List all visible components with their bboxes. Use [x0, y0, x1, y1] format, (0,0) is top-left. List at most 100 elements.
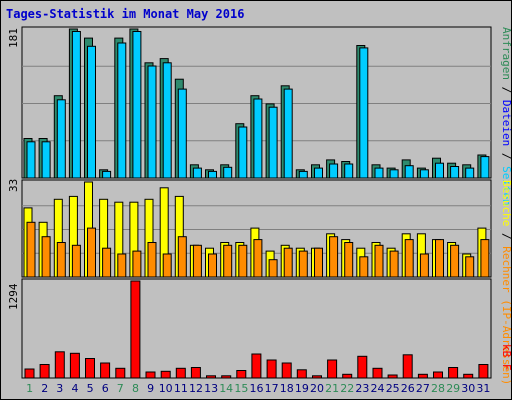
x-tick-day-2: 2	[41, 382, 48, 395]
bar-top-series1-day-4	[71, 31, 81, 179]
bar-middle-series1-day-26	[404, 239, 414, 278]
bar-middle-series1-day-1	[26, 221, 36, 278]
x-tick-day-31: 31	[476, 382, 490, 395]
bar-bottom-series0-day-10	[160, 370, 171, 379]
bar-middle-series1-day-19	[298, 250, 308, 278]
bar-middle-series1-day-18	[283, 247, 293, 278]
bar-middle-series1-day-7	[117, 253, 127, 278]
bar-top-series1-day-7	[117, 42, 127, 179]
bar-middle-series1-day-20	[314, 247, 323, 278]
bar-bottom-series0-day-3	[54, 351, 65, 379]
bar-top-series1-day-15	[238, 126, 248, 179]
x-tick-day-26: 26	[401, 382, 415, 395]
bar-top-series1-day-27	[419, 169, 429, 179]
x-tick-day-23: 23	[355, 382, 369, 395]
x-tick-day-16: 16	[250, 382, 264, 395]
right-label-part-0: Besuche	[500, 180, 512, 226]
bar-bottom-series0-day-14	[221, 375, 232, 379]
right-label-part-2: Dateien	[500, 100, 512, 146]
bar-bottom-series0-day-1	[24, 368, 35, 379]
middle-right-legend-label: Besuche / Rechner (IP-Adressen)	[500, 180, 512, 385]
bar-bottom-series0-day-5	[85, 358, 95, 379]
bar-middle-series1-day-29	[450, 244, 460, 278]
bar-bottom-series0-day-28	[433, 371, 443, 379]
bar-middle-series1-day-11	[177, 236, 187, 278]
bar-top-series1-day-12	[192, 167, 202, 179]
x-tick-day-25: 25	[386, 382, 400, 395]
bar-bottom-series0-day-15	[236, 370, 247, 379]
bar-top-series1-day-18	[283, 88, 293, 179]
bar-bottom-series0-day-2	[39, 364, 50, 379]
x-tick-day-4: 4	[72, 382, 79, 395]
bottom-right-legend-label: kB F	[500, 344, 512, 371]
bar-bottom-series0-day-26	[402, 354, 413, 379]
right-label-part-0: kB F	[500, 344, 512, 371]
bar-bottom-series0-day-9	[145, 371, 156, 379]
bar-bottom-series0-day-16	[251, 353, 262, 379]
x-tick-day-15: 15	[234, 382, 248, 395]
bar-bottom-series0-day-20	[312, 375, 322, 379]
bar-middle-series1-day-6	[102, 247, 112, 278]
top-right-legend-label: Anfragen / Dateien / Seiten	[500, 27, 512, 206]
bar-top-series1-day-29	[450, 166, 460, 179]
bar-middle-series1-day-16	[253, 239, 263, 278]
bottom-y-max-label: 1294	[7, 283, 20, 310]
bar-middle-series1-day-13	[208, 253, 217, 278]
bar-bottom-series0-day-22	[342, 373, 353, 379]
x-tick-day-21: 21	[325, 382, 339, 395]
bar-bottom-series0-day-6	[100, 362, 111, 379]
bar-top-series1-day-26	[404, 165, 414, 179]
bar-middle-series1-day-8	[132, 250, 142, 278]
x-axis-day-labels: 1 2 3 4 5 6 7 8 9 10 11 12 13 14 15 16 17 18 19 20 21 22 23 24 2…	[26, 382, 490, 395]
x-tick-day-10: 10	[159, 382, 173, 395]
x-tick-day-8: 8	[132, 382, 139, 395]
bar-middle-series1-day-5	[87, 227, 96, 278]
bar-middle-series1-day-2	[41, 236, 51, 278]
bar-top-series1-day-16	[253, 98, 263, 179]
x-tick-day-22: 22	[340, 382, 354, 395]
bar-top-series1-day-8	[132, 31, 142, 179]
bar-top-series1-day-10	[162, 62, 172, 179]
x-tick-day-28: 28	[431, 382, 445, 395]
right-label-part-4: Seiten	[500, 166, 512, 206]
bar-top-series1-day-22	[344, 163, 354, 179]
bar-bottom-series0-day-31	[478, 364, 489, 379]
bar-middle-series1-day-22	[344, 242, 354, 278]
x-tick-day-5: 5	[87, 382, 94, 395]
bar-middle-series1-day-30	[465, 256, 475, 278]
bar-middle-series1-day-4	[71, 244, 81, 278]
x-tick-day-1: 1	[26, 382, 33, 395]
bar-top-series1-day-23	[359, 47, 369, 179]
x-tick-day-12: 12	[189, 382, 203, 395]
right-label-part-2: Rechner (IP-Adressen)	[500, 246, 512, 385]
bar-top-series1-day-30	[465, 167, 475, 179]
bar-top-series1-day-6	[102, 170, 112, 179]
bar-middle-series1-day-14	[223, 244, 233, 278]
x-tick-day-3: 3	[56, 382, 63, 395]
bar-top-series1-day-21	[329, 163, 339, 179]
bar-top-series1-day-13	[208, 170, 217, 179]
x-tick-day-18: 18	[280, 382, 294, 395]
bar-bottom-series0-day-11	[175, 367, 186, 379]
middle-y-max-label: 33	[7, 179, 20, 192]
x-tick-day-7: 7	[117, 382, 124, 395]
bar-bottom-series0-day-21	[327, 359, 338, 379]
x-tick-day-11: 11	[174, 382, 188, 395]
bar-top-series1-day-19	[298, 170, 308, 179]
right-label-part-1: /	[500, 226, 512, 246]
x-tick-day-14: 14	[219, 382, 233, 395]
bar-middle-series1-day-10	[162, 253, 172, 278]
bar-top-series1-day-17	[268, 106, 278, 179]
bar-bottom-series0-day-17	[266, 359, 277, 379]
x-tick-day-6: 6	[102, 382, 109, 395]
bars-layer	[23, 28, 490, 379]
bar-bottom-series0-day-8	[130, 280, 141, 379]
bar-top-series1-day-5	[87, 45, 96, 179]
x-tick-day-9: 9	[147, 382, 154, 395]
bar-bottom-series0-day-13	[206, 375, 216, 379]
bar-top-series1-day-25	[389, 169, 399, 179]
bar-middle-series1-day-31	[480, 239, 490, 278]
bar-top-series1-day-31	[480, 156, 490, 179]
bar-bottom-series0-day-4	[69, 352, 80, 379]
